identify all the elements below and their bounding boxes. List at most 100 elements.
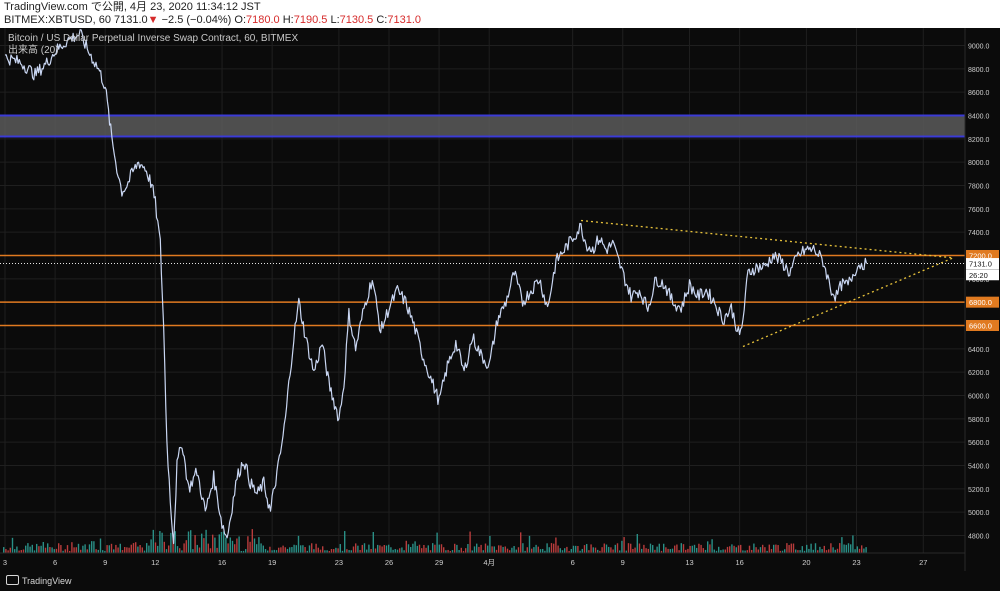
tradingview-icon <box>6 575 19 585</box>
volume-bar <box>198 547 201 553</box>
volume-bar <box>150 539 152 553</box>
volume-bar <box>823 545 825 553</box>
volume-bar <box>533 547 535 553</box>
volume-bar <box>443 547 445 553</box>
volume-bar <box>746 550 748 553</box>
price-series-line <box>4 29 868 545</box>
volume-bar <box>328 550 330 553</box>
volume-bar <box>786 543 788 553</box>
volume-bar <box>801 546 803 553</box>
volume-bar <box>861 545 863 553</box>
volume-bar <box>346 549 348 553</box>
volume-bar <box>845 544 847 553</box>
volume-bar <box>7 550 9 553</box>
volume-bar <box>515 549 517 553</box>
volume-bar <box>700 544 702 553</box>
volume-bar <box>9 547 11 553</box>
volume-bar <box>141 547 143 553</box>
volume-bar <box>478 546 480 553</box>
volume-bar <box>462 550 465 553</box>
y-tick-label: 7600.0 <box>968 207 990 214</box>
volume-bar <box>759 547 762 553</box>
volume-bar <box>267 550 269 553</box>
volume-bar <box>117 547 119 553</box>
x-tick-label: 3 <box>3 558 7 567</box>
volume-bar <box>49 547 51 553</box>
volume-bar <box>282 545 284 553</box>
volume-bar <box>339 544 341 553</box>
volume-bar <box>830 543 832 553</box>
volume-bar <box>253 538 256 553</box>
volume-bar <box>588 550 590 553</box>
low-value: 7130.5 <box>339 14 374 26</box>
volume-bar <box>55 548 58 553</box>
volume-bar <box>491 546 493 553</box>
symbol-and-price: BITMEX:XBTUSD, 60 7131.0 <box>4 14 148 26</box>
volume-bar <box>612 549 614 553</box>
volume-bar <box>333 549 335 553</box>
volume-bar <box>157 545 159 553</box>
volume-bar <box>447 549 449 553</box>
price-label: 6600.0 <box>969 322 992 331</box>
price-label-box <box>966 296 999 308</box>
volume-bar <box>572 545 575 553</box>
volume-bar <box>22 549 25 553</box>
volume-bar <box>262 545 264 553</box>
volume-bar <box>581 548 583 553</box>
volume-bar <box>260 543 262 553</box>
volume-bar <box>388 544 390 553</box>
volume-bar <box>467 544 469 553</box>
volume-bar <box>506 548 509 553</box>
volume-bar <box>396 549 399 553</box>
volume-bar <box>735 547 737 553</box>
volume-bar <box>625 550 627 553</box>
volume-bar <box>172 534 174 553</box>
volume-bar <box>731 544 733 553</box>
volume-bar <box>808 548 810 553</box>
volume-bar <box>143 550 146 553</box>
volume-bar <box>852 535 854 553</box>
volume-bar <box>423 544 425 553</box>
volume-bar <box>766 550 768 553</box>
volume-bar <box>154 542 157 553</box>
y-tick-label: 6200.0 <box>968 370 990 377</box>
volume-bar <box>594 547 597 553</box>
volume-bar <box>275 550 278 553</box>
volume-bar <box>817 550 819 553</box>
volume-bar <box>680 543 682 553</box>
volume-bar <box>711 539 713 553</box>
y-tick-label: 8600.0 <box>968 90 990 97</box>
volume-bar <box>718 546 720 553</box>
volume-bar <box>643 544 645 553</box>
y-tick-label: 6400.0 <box>968 347 990 354</box>
low-label: L: <box>327 14 340 26</box>
price-chart[interactable]: 4800.0 5000.0 5200.0 5400.0 5600.0 5800.0 6000… <box>0 28 1000 571</box>
volume-bar <box>20 550 22 553</box>
volume-bar <box>781 550 784 553</box>
volume-bar <box>383 544 385 553</box>
volume-bar <box>819 546 821 553</box>
volume-bar <box>236 538 238 553</box>
volume-bar <box>685 549 687 553</box>
volume-bar <box>121 550 124 553</box>
volume-bar <box>366 549 368 553</box>
volume-bar <box>616 543 619 553</box>
volume-bar <box>737 545 740 553</box>
volume-bar <box>548 547 550 553</box>
volume-bar <box>363 543 366 553</box>
volume-bar <box>394 549 396 553</box>
volume-bar <box>238 536 240 553</box>
volume-bar <box>99 538 102 553</box>
tradingview-logo[interactable]: TradingView <box>6 575 72 586</box>
volume-bar <box>458 550 460 553</box>
volume-bar <box>698 543 700 553</box>
volume-bar <box>471 550 473 553</box>
volume-bar <box>416 545 418 553</box>
volume-bar <box>242 550 245 553</box>
volume-bar <box>104 550 106 553</box>
volume-bar <box>592 547 594 553</box>
volume-bar <box>669 549 671 553</box>
change-arrow-icon: ▼ <box>147 14 159 26</box>
volume-bar <box>427 545 429 553</box>
volume-bar <box>469 531 471 553</box>
